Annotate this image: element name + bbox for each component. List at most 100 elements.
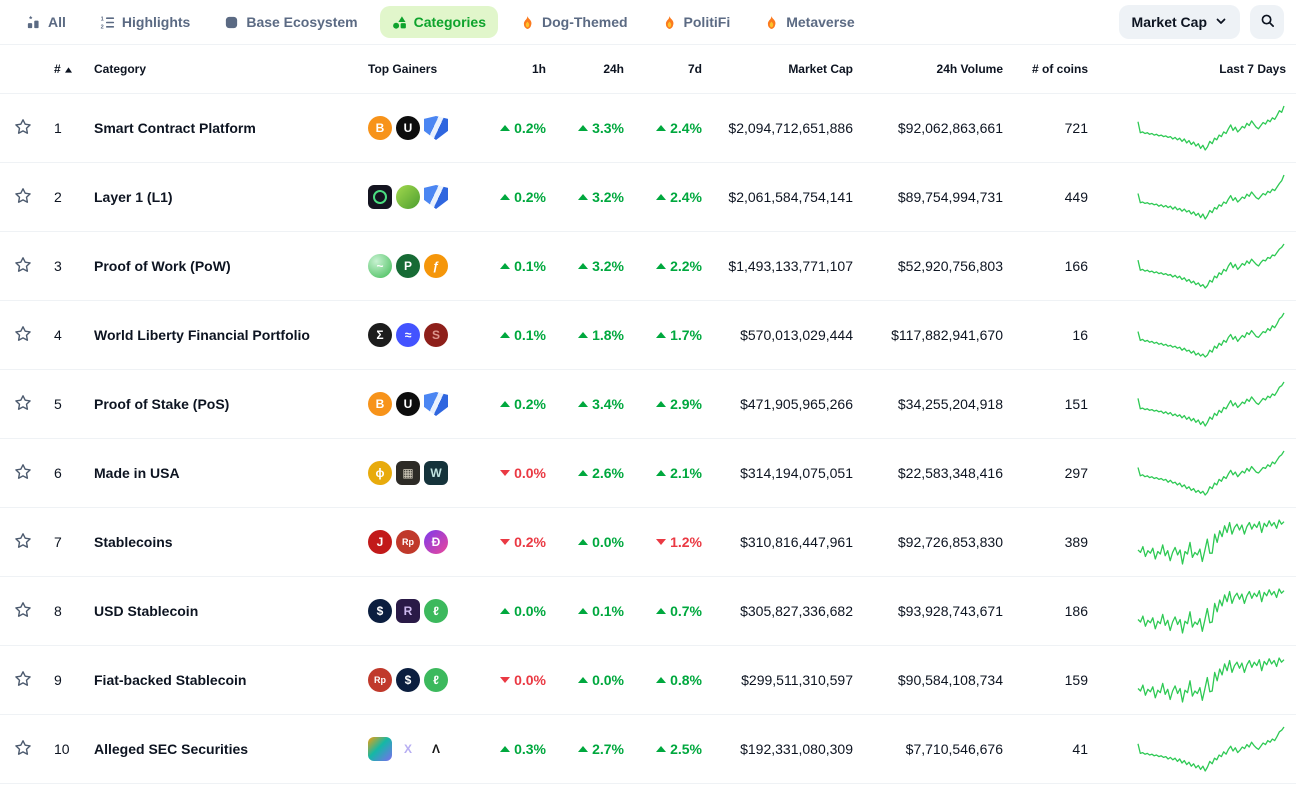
header-category[interactable]: Category xyxy=(94,62,147,76)
change-24h: 3.2% xyxy=(550,258,628,274)
nav-item-metaverse[interactable]: Metaverse xyxy=(752,6,867,38)
volume-24h: $7,710,546,676 xyxy=(905,741,1003,757)
star-icon xyxy=(14,325,32,346)
volume-24h: $117,882,941,670 xyxy=(891,327,1003,343)
change-7d: 1.2% xyxy=(628,534,706,550)
nav-item-dog-themed[interactable]: Dog-Themed xyxy=(508,6,640,38)
change-arrow-icon xyxy=(500,677,511,683)
svg-text:1: 1 xyxy=(100,16,103,22)
sparkline-7d xyxy=(1104,654,1296,706)
table-row[interactable]: 6 Made in USA ϕ ▦ W 0.0% 2.6% 2.1% $314,19… xyxy=(0,439,1296,508)
change-arrow-icon xyxy=(578,608,589,614)
gradient-d-coin-icon: Ð xyxy=(424,530,448,554)
black-sigma-coin-icon: Σ xyxy=(368,323,392,347)
nav-item-politifi[interactable]: PolitiFi xyxy=(650,6,743,38)
category-tabs: All 1 2 Highlights Base Ecosystem Categories D… xyxy=(14,6,1119,38)
change-24h: 0.1% xyxy=(550,603,628,619)
category-name[interactable]: Smart Contract Platform xyxy=(94,120,256,136)
market-cap: $310,816,447,961 xyxy=(740,534,853,550)
change-arrow-icon xyxy=(578,401,589,407)
favorite-star-button[interactable] xyxy=(12,668,34,693)
change-1h: 0.2% xyxy=(470,120,550,136)
nav-item-all[interactable]: All xyxy=(14,6,78,38)
category-name[interactable]: World Liberty Financial Portfolio xyxy=(94,327,310,343)
sparkline-7d xyxy=(1104,585,1296,637)
volume-24h: $89,754,994,731 xyxy=(897,189,1003,205)
volume-24h: $93,928,743,671 xyxy=(897,603,1003,619)
header-rank[interactable]: # xyxy=(46,62,82,76)
category-name[interactable]: Fiat-backed Stablecoin xyxy=(94,672,247,688)
change-arrow-icon xyxy=(656,746,667,752)
star-icon xyxy=(14,739,32,760)
sparkline-7d xyxy=(1104,723,1296,775)
top-gainers-icons xyxy=(352,185,470,209)
bitcoin-icon: B xyxy=(368,116,392,140)
header-market-cap[interactable]: Market Cap xyxy=(788,62,853,76)
header-24h-volume[interactable]: 24h Volume xyxy=(936,62,1003,76)
blue-shield-coin-icon xyxy=(424,116,448,140)
category-name[interactable]: Proof of Work (PoW) xyxy=(94,258,231,274)
red-j-coin-icon: J xyxy=(368,530,392,554)
blue-shield-coin-icon xyxy=(424,185,448,209)
favorite-star-button[interactable] xyxy=(12,185,34,210)
nav-item-highlights[interactable]: 1 2 Highlights xyxy=(88,6,202,38)
star-icon xyxy=(14,670,32,691)
change-arrow-icon xyxy=(500,470,511,476)
change-arrow-icon xyxy=(656,677,667,683)
blue-shield-coin-icon xyxy=(424,392,448,416)
rank: 7 xyxy=(54,534,62,550)
purple-r-coin-icon: R xyxy=(396,599,420,623)
favorite-star-button[interactable] xyxy=(12,254,34,279)
category-name[interactable]: USD Stablecoin xyxy=(94,603,199,619)
volume-24h: $92,062,863,661 xyxy=(897,120,1003,136)
market-cap: $570,013,029,444 xyxy=(740,327,853,343)
header-7d[interactable]: 7d xyxy=(687,62,702,76)
chevron-down-icon xyxy=(1215,14,1227,30)
header-24h[interactable]: 24h xyxy=(603,62,624,76)
nav-item-label: All xyxy=(48,14,66,30)
category-name[interactable]: Proof of Stake (PoS) xyxy=(94,396,230,412)
header-num-coins[interactable]: # of coins xyxy=(1031,62,1088,76)
nav-item-base-ecosystem[interactable]: Base Ecosystem xyxy=(212,6,369,38)
category-name[interactable]: Made in USA xyxy=(94,465,180,481)
favorite-star-button[interactable] xyxy=(12,599,34,624)
change-arrow-icon xyxy=(500,539,511,545)
table-row[interactable]: 9 Fiat-backed Stablecoin Rp $ ℓ 0.0% 0.0% … xyxy=(0,646,1296,715)
header-1h[interactable]: 1h xyxy=(531,62,546,76)
change-arrow-icon xyxy=(578,539,589,545)
change-24h: 1.8% xyxy=(550,327,628,343)
favorite-star-button[interactable] xyxy=(12,323,34,348)
category-name[interactable]: Alleged SEC Securities xyxy=(94,741,249,757)
rank: 2 xyxy=(54,189,62,205)
favorite-star-button[interactable] xyxy=(12,392,34,417)
fire-icon xyxy=(764,15,779,30)
rank: 3 xyxy=(54,258,62,274)
sort-by-dropdown[interactable]: Market Cap xyxy=(1118,5,1240,39)
table-row[interactable]: 4 World Liberty Financial Portfolio Σ ≈ S … xyxy=(0,301,1296,370)
search-button[interactable] xyxy=(1250,5,1284,39)
top-gainers-icons: ϕ ▦ W xyxy=(352,461,470,485)
lavender-x-coin-icon: X xyxy=(403,742,412,756)
nav-item-label: PolitiFi xyxy=(683,14,731,30)
favorite-star-button[interactable] xyxy=(12,737,34,762)
change-24h: 3.3% xyxy=(550,120,628,136)
favorite-star-button[interactable] xyxy=(12,530,34,555)
favorite-star-button[interactable] xyxy=(12,461,34,486)
favorite-star-button[interactable] xyxy=(12,116,34,141)
change-1h: 0.1% xyxy=(470,327,550,343)
table-row[interactable]: 2 Layer 1 (L1) 0.2% 3.2% 2.4% $2,061,584… xyxy=(0,163,1296,232)
star-icon xyxy=(14,532,32,553)
category-name[interactable]: Layer 1 (L1) xyxy=(94,189,173,205)
sparkline-7d xyxy=(1104,102,1296,154)
table-row[interactable]: 7 Stablecoins J Rp Ð 0.2% 0.0% 1.2% $310,8… xyxy=(0,508,1296,577)
category-name[interactable]: Stablecoins xyxy=(94,534,173,550)
change-24h: 0.0% xyxy=(550,534,628,550)
nav-item-categories[interactable]: Categories xyxy=(379,6,498,38)
